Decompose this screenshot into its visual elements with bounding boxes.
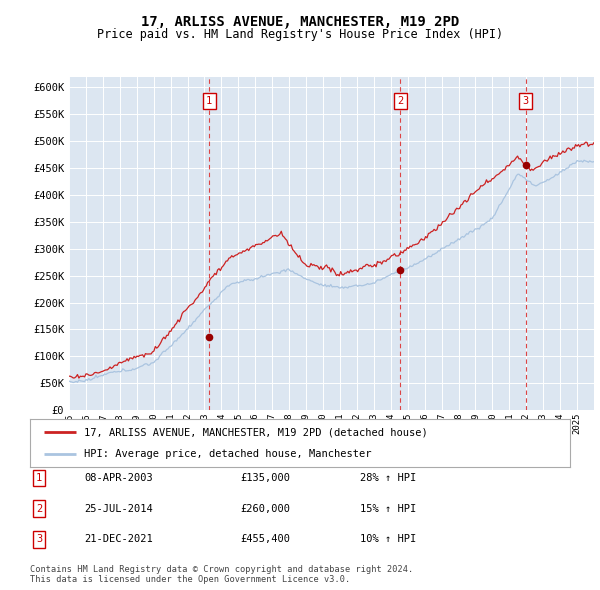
Text: £260,000: £260,000 [240, 504, 290, 513]
Text: 2: 2 [397, 96, 403, 106]
Text: 3: 3 [523, 96, 529, 106]
Text: 1: 1 [206, 96, 212, 106]
Text: Contains HM Land Registry data © Crown copyright and database right 2024.
This d: Contains HM Land Registry data © Crown c… [30, 565, 413, 584]
Text: 21-DEC-2021: 21-DEC-2021 [84, 535, 153, 544]
Text: 2: 2 [36, 504, 42, 513]
Text: 08-APR-2003: 08-APR-2003 [84, 473, 153, 483]
Text: 1: 1 [36, 473, 42, 483]
Text: £455,400: £455,400 [240, 535, 290, 544]
Text: 25-JUL-2014: 25-JUL-2014 [84, 504, 153, 513]
Text: 17, ARLISS AVENUE, MANCHESTER, M19 2PD: 17, ARLISS AVENUE, MANCHESTER, M19 2PD [141, 15, 459, 29]
Text: 17, ARLISS AVENUE, MANCHESTER, M19 2PD (detached house): 17, ARLISS AVENUE, MANCHESTER, M19 2PD (… [84, 427, 428, 437]
Text: 15% ↑ HPI: 15% ↑ HPI [360, 504, 416, 513]
Text: 3: 3 [36, 535, 42, 544]
Text: HPI: Average price, detached house, Manchester: HPI: Average price, detached house, Manc… [84, 449, 371, 459]
Text: 10% ↑ HPI: 10% ↑ HPI [360, 535, 416, 544]
Text: £135,000: £135,000 [240, 473, 290, 483]
Text: Price paid vs. HM Land Registry's House Price Index (HPI): Price paid vs. HM Land Registry's House … [97, 28, 503, 41]
Text: 28% ↑ HPI: 28% ↑ HPI [360, 473, 416, 483]
